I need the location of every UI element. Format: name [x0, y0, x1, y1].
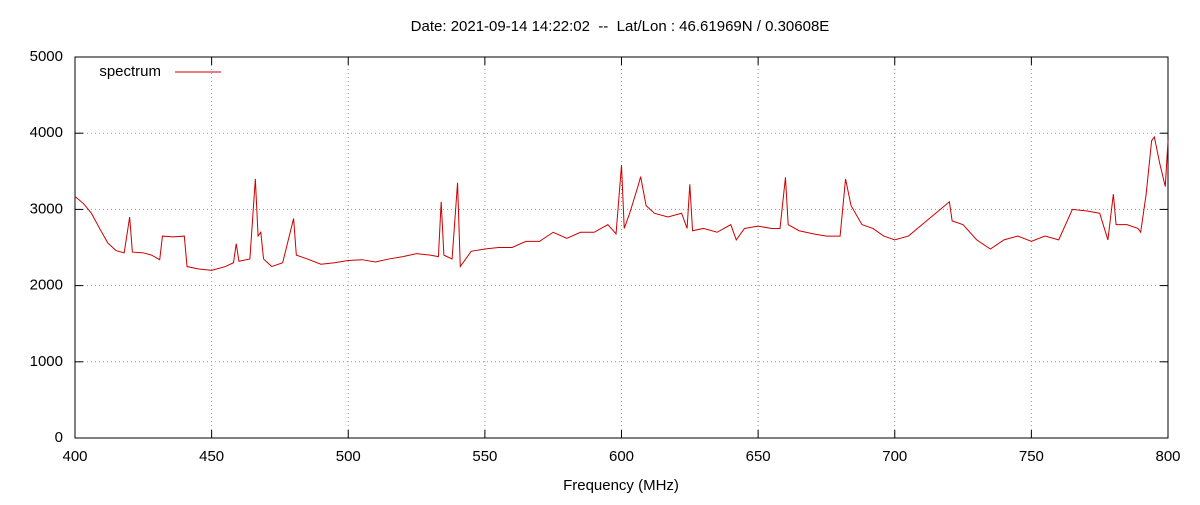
- x-tick-label: 750: [1019, 448, 1044, 465]
- y-tick-label: 4000: [30, 124, 63, 141]
- legend-label: spectrum: [99, 63, 161, 80]
- y-tick-label: 2000: [30, 277, 63, 294]
- y-tick-label: 3000: [30, 200, 63, 217]
- y-tick-label: 1000: [30, 353, 63, 370]
- x-tick-label: 450: [199, 448, 224, 465]
- x-tick-label: 500: [336, 448, 361, 465]
- x-axis-label: Frequency (MHz): [563, 477, 679, 494]
- x-tick-label: 400: [62, 448, 87, 465]
- x-tick-label: 700: [882, 448, 907, 465]
- x-tick-label: 600: [609, 448, 634, 465]
- chart-title: Date: 2021-09-14 14:22:02 -- Lat/Lon : 4…: [411, 18, 830, 35]
- y-tick-label: 0: [55, 429, 63, 446]
- x-tick-label: 550: [472, 448, 497, 465]
- x-tick-label: 800: [1155, 448, 1180, 465]
- y-tick-label: 5000: [30, 48, 63, 65]
- x-tick-label: 650: [746, 448, 771, 465]
- spectrum-line: [74, 135, 1169, 271]
- plot-frame: [74, 56, 1169, 439]
